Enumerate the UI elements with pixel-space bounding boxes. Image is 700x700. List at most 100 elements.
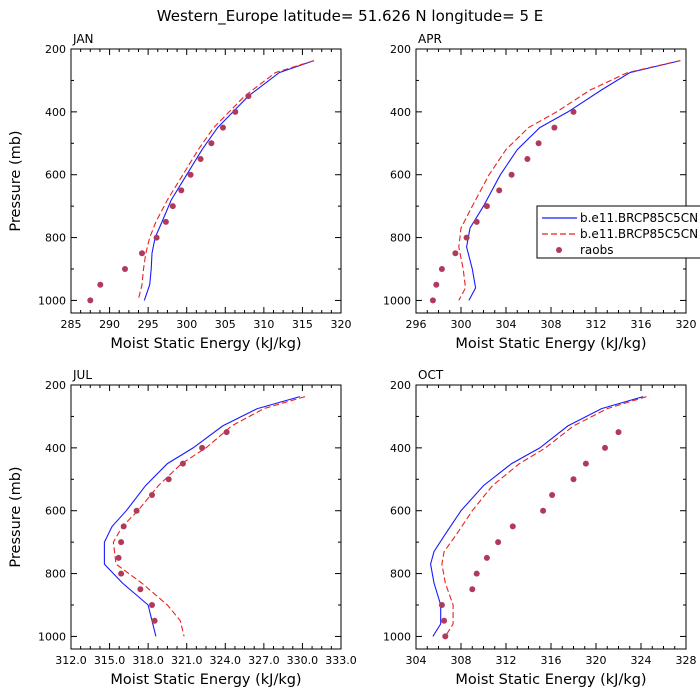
y-tick-label: 400 xyxy=(45,106,66,119)
raobs-point xyxy=(438,266,445,272)
y-tick-label: 800 xyxy=(390,232,411,245)
x-tick-label: 333.0 xyxy=(325,654,357,667)
legend-label: b.e11.BRCP85C5CN xyxy=(580,211,698,225)
y-tick-label: 1000 xyxy=(38,294,66,307)
raobs-point xyxy=(508,171,515,178)
x-tick-label: 308 xyxy=(451,654,472,667)
y-tick-label: 200 xyxy=(390,379,411,392)
raobs-point xyxy=(438,649,444,655)
x-tick-label: 312.0 xyxy=(55,654,87,667)
raobs-point xyxy=(496,187,503,194)
raobs-point xyxy=(208,140,215,147)
raobs-point xyxy=(429,313,435,319)
axis-frame xyxy=(70,48,342,314)
x-tick-label: 290 xyxy=(99,318,120,331)
raobs-point xyxy=(438,602,445,608)
raobs-point xyxy=(153,234,160,241)
raobs-point xyxy=(149,492,155,498)
raobs-point xyxy=(133,507,140,514)
x-tick-label: 320 xyxy=(586,654,607,667)
legend-label: b.e11.BRCP85C5CN xyxy=(580,227,698,241)
raobs-point xyxy=(463,234,470,241)
raobs-point xyxy=(139,250,145,257)
plot-area xyxy=(87,60,315,304)
x-tick-label: 305 xyxy=(215,318,236,331)
raobs-point xyxy=(122,266,128,272)
series-line-model-1 xyxy=(143,60,315,301)
raobs-point xyxy=(495,539,502,546)
y-tick-label: 800 xyxy=(390,568,411,581)
raobs-point xyxy=(570,108,577,115)
raobs-point xyxy=(535,140,542,147)
raobs-point xyxy=(524,156,531,162)
series-line-model-2 xyxy=(441,396,647,637)
y-axis-title: Pressure (mb) xyxy=(8,130,24,231)
raobs-point xyxy=(162,218,169,225)
raobs-point xyxy=(178,187,185,194)
raobs-point xyxy=(473,570,480,577)
panel-jan: 285 290 295 300 305 310 315 320 200 400 600 800 1000… xyxy=(8,32,352,352)
x-tick-label: 324 xyxy=(631,654,652,667)
raobs-point xyxy=(483,554,490,561)
raobs-point xyxy=(570,476,577,483)
axis-frame xyxy=(70,384,342,650)
raobs-point xyxy=(197,156,204,162)
raobs-point xyxy=(87,297,94,304)
raobs-point xyxy=(433,281,440,288)
y-tick-label: 600 xyxy=(390,169,411,182)
y-tick-label: 600 xyxy=(390,505,411,518)
y-tick-label: 400 xyxy=(45,442,66,455)
raobs-point xyxy=(187,171,194,178)
y-tick-label: 1000 xyxy=(38,630,66,643)
panel-title: JUL xyxy=(72,368,92,382)
legend-box xyxy=(536,205,700,259)
x-tick-label: 316 xyxy=(541,654,562,667)
x-tick-label: 315 xyxy=(292,318,313,331)
raobs-point xyxy=(509,523,516,530)
y-tick-label: 600 xyxy=(45,505,66,518)
raobs-point xyxy=(582,460,589,467)
plot-area xyxy=(103,396,306,637)
plot-area xyxy=(430,396,647,655)
raobs-point xyxy=(179,460,186,467)
x-tick-label: 320 xyxy=(676,318,697,331)
x-tick-label: 295 xyxy=(138,318,159,331)
raobs-point xyxy=(118,539,125,546)
series-line-model-1 xyxy=(466,60,681,301)
chart-panels: 285 290 295 300 305 310 315 320 200 400 600 800 1000… xyxy=(8,32,697,688)
raobs-point xyxy=(602,444,608,451)
raobs-point xyxy=(97,281,104,288)
raobs-point xyxy=(473,218,480,225)
y-tick-label: 800 xyxy=(45,568,66,581)
x-tick-label: 304 xyxy=(496,318,517,331)
x-tick-label: 300 xyxy=(176,318,197,331)
panel-apr: 296 300 304 308 312 316 320 200 400 600 800 1000 APR… xyxy=(383,32,697,352)
raobs-point xyxy=(245,93,252,100)
raobs-point xyxy=(549,492,556,498)
x-tick-label: 324.0 xyxy=(210,654,242,667)
raobs-point xyxy=(551,124,558,131)
x-axis-title: Moist Static Energy (kJ/kg) xyxy=(110,672,301,688)
raobs-point xyxy=(137,586,144,593)
x-tick-label: 300 xyxy=(451,318,472,331)
raobs-point xyxy=(429,297,436,304)
panel-jul: 312.0 315.0 318.0 321.0 324.0 327.0 330.0 333.0… xyxy=(8,368,357,688)
raobs-point xyxy=(165,476,172,483)
raobs-point xyxy=(223,429,230,436)
y-tick-label: 1000 xyxy=(383,630,411,643)
y-tick-label: 800 xyxy=(45,232,66,245)
x-tick-label: 312 xyxy=(496,654,517,667)
plot-area xyxy=(429,60,681,319)
series-line-model-2 xyxy=(458,60,681,301)
x-tick-label: 316 xyxy=(631,318,652,331)
x-tick-label: 318.0 xyxy=(132,654,164,667)
x-tick-label: 308 xyxy=(541,318,562,331)
y-tick-label: 200 xyxy=(45,43,66,56)
main-title: Western_Europe latitude= 51.626 N longit… xyxy=(157,7,543,26)
raobs-point xyxy=(483,203,490,210)
x-tick-label: 327.0 xyxy=(248,654,280,667)
panel-title: APR xyxy=(418,32,442,46)
x-tick-label: 285 xyxy=(61,318,82,331)
panel-title: OCT xyxy=(418,368,444,382)
